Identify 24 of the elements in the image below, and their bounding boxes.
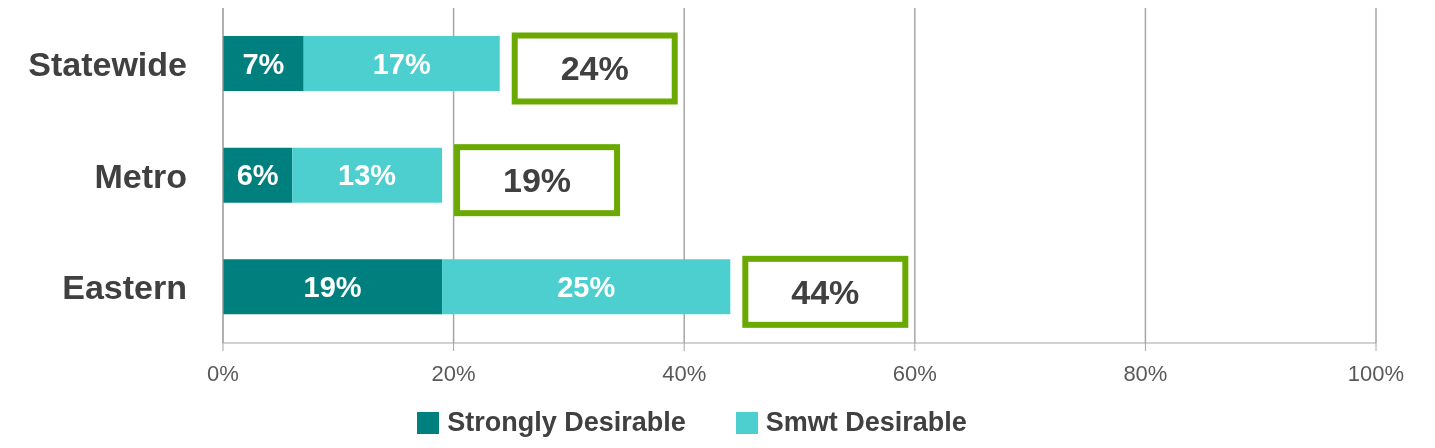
- x-tick-label: 80%: [1123, 360, 1168, 386]
- data-label: 25%: [557, 270, 616, 303]
- data-label: 19%: [303, 270, 362, 303]
- y-tick-label: Metro: [94, 156, 187, 195]
- y-tick-label: Statewide: [28, 44, 187, 83]
- data-label: 13%: [338, 159, 397, 192]
- bar: [292, 147, 443, 203]
- legend-label: Strongly Desirable: [446, 407, 686, 438]
- x-tick-label: 60%: [892, 360, 937, 386]
- x-tick-label: 100%: [1347, 360, 1405, 386]
- data-label: 7%: [242, 47, 285, 80]
- x-tick-label: 40%: [662, 360, 707, 386]
- total-label: 19%: [503, 161, 572, 200]
- legend-label: Smwt Desirable: [764, 407, 967, 438]
- bar: [303, 36, 500, 91]
- total-label: 24%: [560, 49, 629, 88]
- y-tick-label: Eastern: [62, 268, 187, 307]
- bar: [223, 259, 443, 315]
- x-tick-label: 20%: [431, 360, 476, 386]
- x-tick-label: 0%: [207, 360, 239, 386]
- bar: [442, 259, 731, 315]
- data-label: 17%: [372, 47, 431, 80]
- data-label: 6%: [236, 159, 279, 192]
- total-label: 44%: [791, 272, 860, 311]
